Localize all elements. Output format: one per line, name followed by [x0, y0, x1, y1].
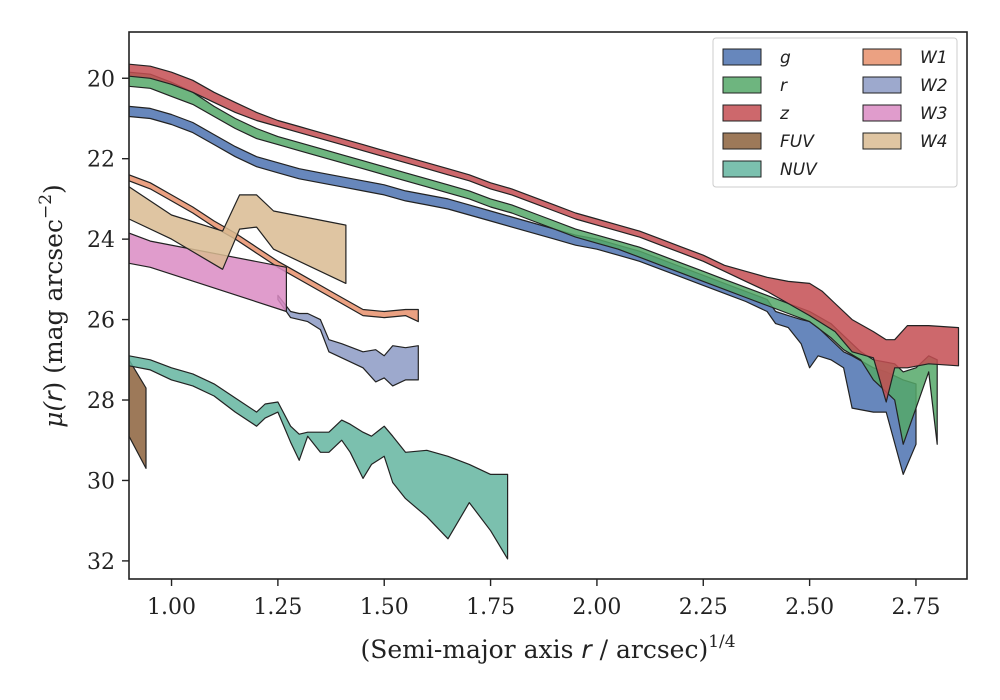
- y-tick-label: 32: [87, 550, 115, 575]
- band-r: [129, 71, 938, 445]
- y-tick-label: 30: [87, 469, 115, 494]
- legend-label-r: r: [780, 76, 788, 96]
- band-w2: [277, 294, 419, 387]
- band-z: [129, 63, 960, 403]
- legend-swatch-w4: [862, 132, 902, 150]
- legend-label-fuv: FUV: [780, 132, 815, 152]
- legend-box: [712, 37, 958, 188]
- x-tick-label: 1.25: [253, 595, 302, 620]
- x-tick-label: 2.50: [785, 595, 834, 620]
- plot-frame: [128, 31, 968, 580]
- y-axis-label: μ(r) (mag arcsec−2): [36, 184, 68, 428]
- legend-label-nuv: NUV: [780, 160, 818, 180]
- y-tick-label: 26: [87, 309, 115, 334]
- band-g: [129, 105, 917, 475]
- y-tick-label: 24: [87, 228, 115, 253]
- y-axis: 20 22 24 26 28 30 32: [87, 67, 129, 575]
- legend-label-w2: W2: [920, 76, 948, 96]
- legend-label-w1: W1: [920, 48, 948, 68]
- legend-swatch-nuv: [722, 160, 762, 178]
- x-tick-label: 1.75: [466, 595, 515, 620]
- legend-swatch-fuv: [722, 132, 762, 150]
- x-tick-label: 1.50: [360, 595, 409, 620]
- legend-label-z: z: [779, 104, 790, 124]
- legend-swatch-w2: [862, 76, 902, 94]
- legend: grz FUV NUV W1 W2 W3 W4: [712, 37, 958, 188]
- band-w3: [129, 232, 287, 313]
- x-axis: 1.00 1.25 1.50 1.75 2.00 2.25 2.50 2.75: [147, 579, 940, 620]
- legend-swatch-w1: [862, 48, 902, 66]
- y-tick-label: 22: [87, 148, 115, 173]
- band-nuv: [129, 355, 509, 560]
- series-bands: [129, 63, 960, 560]
- band-w4: [129, 186, 347, 284]
- legend-label-g: g: [780, 48, 791, 68]
- x-axis-label: (Semi-major axis r / arcsec)1/4: [360, 632, 735, 664]
- legend-swatch-z: [722, 104, 762, 122]
- legend-label-w4: W4: [920, 132, 948, 152]
- x-tick-label: 1.00: [147, 595, 196, 620]
- legend-label-w3: W3: [920, 104, 948, 124]
- x-tick-label: 2.25: [679, 595, 728, 620]
- band-fuv: [129, 359, 147, 469]
- legend-swatch-r: [722, 76, 762, 94]
- legend-swatch-g: [722, 48, 762, 66]
- y-tick-label: 28: [87, 389, 115, 414]
- x-tick-label: 2.75: [891, 595, 940, 620]
- y-tick-label: 20: [87, 67, 115, 92]
- x-tick-label: 2.00: [572, 595, 621, 620]
- legend-swatch-w3: [862, 104, 902, 122]
